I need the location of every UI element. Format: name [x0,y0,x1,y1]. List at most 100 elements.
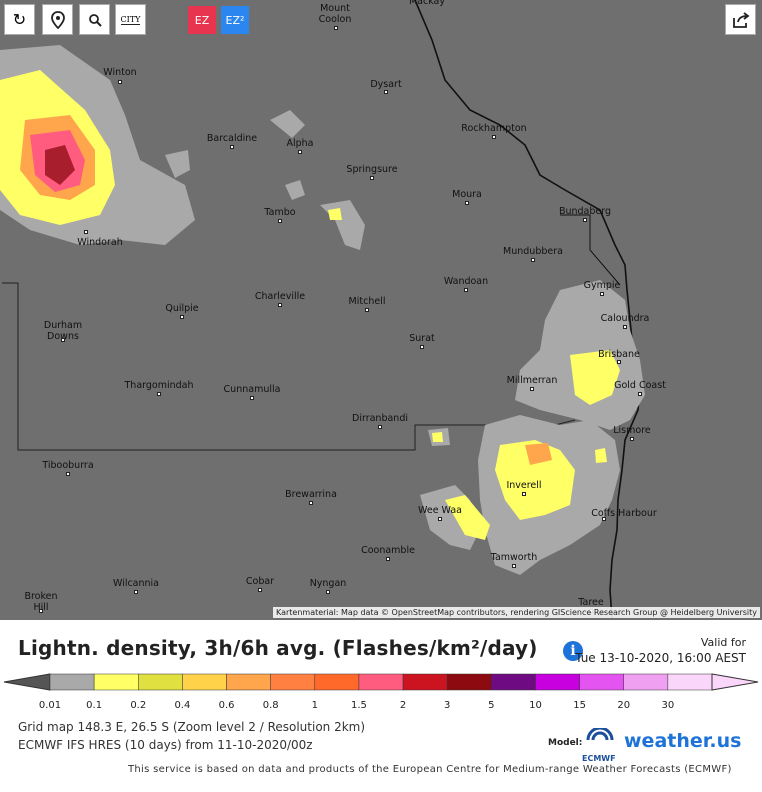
place-label-line: Downs [47,331,79,342]
place-label-line: Nyngan [309,578,347,589]
city-label: CITY [120,14,141,25]
legend-tick-label: 0.1 [86,700,102,711]
place-marker [438,517,442,521]
place-label: Cunnamulla [224,384,281,395]
legend-swatch [667,673,713,691]
place-marker [326,590,330,594]
place-label-line: Charleville [254,291,306,302]
place-label-line: Tamworth [490,552,538,563]
legend-tick-label: 30 [661,700,674,711]
color-legend: 0.01 0.1 0.2 0.4 0.6 0.8 1 1.5 2 3 5 10 15 20 30 [3,673,759,711]
place-label-line: Brisbane [598,349,640,360]
legend-swatch [226,673,271,691]
place-marker [365,308,369,312]
grid-info: Grid map 148.3 E, 26.5 S (Zoom level 2 /… [18,720,366,734]
place-label: Quilpie [165,303,198,314]
place-label-line: Broken [24,591,58,602]
place-marker [492,135,496,139]
legend-tick-label: 2 [400,700,406,711]
place-marker [623,325,627,329]
place-label: Winton [103,67,136,78]
info-icon[interactable]: i [563,641,583,661]
place-label: Mackay [409,0,445,7]
map-canvas[interactable]: ↻ CITY EZ EZ² Mount Coolon Mackay Winton Dys… [0,0,762,620]
legend-swatch [138,673,183,691]
place-label-line: Gympie [583,280,621,291]
place-label: Gold Coast [614,380,666,391]
locate-button[interactable] [42,4,73,35]
legend-tick-label: 0.4 [174,700,190,711]
place-label-line: Coffs Harbour [591,508,657,519]
legend-tick-label: 0.6 [219,700,235,711]
model-run-info: ECMWF IFS HRES (10 days) from 11-10-2020… [18,738,313,752]
place-label: Mundubbera [503,246,563,257]
legend-swatch [270,673,316,691]
place-label-line: Dysart [370,79,402,90]
place-label-line: Moura [452,189,482,200]
model-label: Model: [548,738,583,748]
place-label-line: Caloundra [600,313,650,324]
legend-swatch [358,673,404,691]
place-label: Surat [409,333,435,344]
place-label: Brisbane [598,349,640,360]
density-darkred [45,145,75,185]
legend-swatch [579,673,624,691]
brand-logo[interactable]: weather.us [624,730,742,752]
place-label: Wilcannia [113,578,159,589]
coastline [414,0,641,619]
refresh-icon: ↻ [12,10,27,29]
valid-time: Tue 13-10-2020, 16:00 AEST [575,651,746,665]
place-marker [531,258,535,262]
place-marker [630,437,634,441]
place-label: Taree [578,597,603,608]
place-label: Thargomindah [124,380,193,391]
river-1 [560,214,621,286]
place-marker [309,501,313,505]
place-label-line: Coonamble [361,545,415,556]
legend-tick-label: 0.2 [130,700,146,711]
place-label-line: Wandoan [443,276,489,287]
ez2-button[interactable]: EZ² [221,6,249,34]
place-marker [230,145,234,149]
place-marker [258,588,262,592]
place-label-line: Durham [43,320,83,331]
place-label: Caloundra [601,313,650,324]
place-label-line: Windorah [77,237,123,248]
place-label-line: Dirranbandi [352,413,408,424]
place-label: Cobar [246,576,274,587]
place-marker [278,219,282,223]
place-label: Coffs Harbour [591,508,657,519]
place-label: Barcaldine [207,133,257,144]
zoom-button[interactable] [79,4,110,35]
place-marker [370,176,374,180]
city-toggle-button[interactable]: CITY [115,4,146,35]
map-pin-icon [50,10,65,29]
legend-tick-label: 20 [617,700,630,711]
place-label-line: Bundaberg [558,206,612,217]
legend-swatch [491,673,536,691]
map-attribution[interactable]: Kartenmaterial: Map data © OpenStreetMap… [272,607,760,618]
place-label: Gympie [584,280,621,291]
place-label-line: Mackay [408,0,446,7]
legend-below-arrow [3,673,51,691]
place-label: Rockhampton [461,123,526,134]
place-label-line: Quilpie [165,303,199,314]
refresh-button[interactable]: ↻ [4,4,35,35]
legend-swatch [182,673,227,691]
place-label: Bundaberg [559,206,611,217]
map-layer [0,0,645,619]
place-marker [464,288,468,292]
place-label: Dysart [370,79,401,90]
zoom-icon [88,13,102,27]
place-marker [602,517,606,521]
ez2-label: EZ² [225,13,245,27]
share-button[interactable] [725,4,756,35]
place-marker [465,201,469,205]
ez-label: EZ [194,13,210,27]
ecmwf-logo[interactable]: ECMWF [582,726,618,763]
ez-button[interactable]: EZ [188,6,216,34]
place-label-line: Tambo [264,207,296,218]
place-marker [118,80,122,84]
place-label-line: Mundubbera [503,246,563,257]
place-marker [378,425,382,429]
